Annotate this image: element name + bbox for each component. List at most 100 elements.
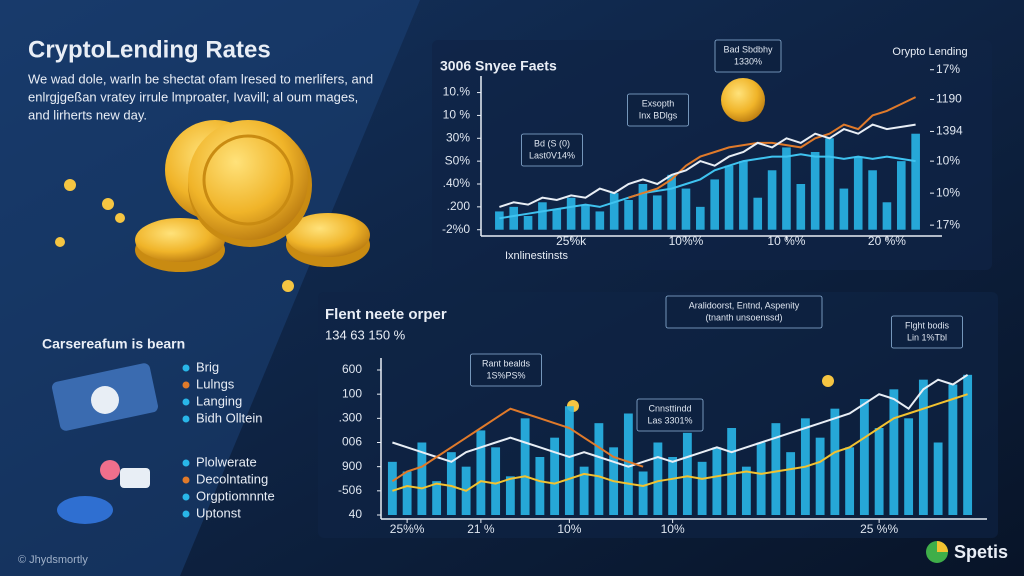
annotation-box <box>636 398 704 432</box>
list-item: Orgptiomnnte <box>196 488 275 503</box>
bar <box>509 206 519 230</box>
y-tick-label: .300 <box>339 411 363 425</box>
annotation-text: 1330% <box>734 56 762 66</box>
bar <box>387 461 397 515</box>
annotation-box <box>470 353 542 387</box>
bar <box>948 384 958 515</box>
bar <box>859 399 869 515</box>
subtitle-line: and lirherts new day. <box>28 107 147 122</box>
annotation-text: Bd (S (0) <box>534 138 570 148</box>
y-tick-label: -506 <box>338 483 362 497</box>
list-bullet <box>182 493 190 501</box>
annotation-text: Exsopth <box>642 98 675 108</box>
bar <box>624 200 633 230</box>
annotation-text: Inx BDlgs <box>639 110 678 120</box>
sidebar-heading: Carsereafum is bearn <box>42 336 185 352</box>
y2-axis-label: Orypto Lending <box>892 46 967 58</box>
bar <box>476 430 486 515</box>
bar <box>845 447 855 515</box>
y-tick-label: 100 <box>342 386 362 400</box>
bar <box>697 461 707 515</box>
list-item: Lulngs <box>196 376 235 391</box>
x-axis-label: Ixnlinestinsts <box>505 250 568 262</box>
y-tick-label: 10.% <box>443 85 471 99</box>
bar <box>963 374 973 515</box>
y2-tick-label: 17% <box>936 62 960 76</box>
list-item: Decolntating <box>196 471 268 486</box>
bar <box>581 204 590 230</box>
annotation-box <box>714 39 782 73</box>
list-bullet <box>182 459 190 467</box>
list-item: Brig <box>196 359 219 374</box>
y-tick-label: 900 <box>342 459 362 473</box>
y2-tick-label: 10% <box>936 153 960 167</box>
bar <box>753 197 763 230</box>
bar <box>739 161 748 230</box>
bar <box>911 133 920 230</box>
line-series <box>499 123 916 208</box>
subtitle-line: enlrgjgeßan vratey irrule lmproater, Iva… <box>28 89 358 104</box>
annotation-box <box>627 93 689 127</box>
bar <box>696 206 705 230</box>
bar <box>918 379 928 515</box>
annotation-text: Last0V14% <box>529 150 575 160</box>
footer-credit: © Jhydsmortly <box>18 554 88 566</box>
bar <box>782 147 791 230</box>
y-tick-label: S0% <box>445 153 471 167</box>
bar <box>904 418 914 515</box>
bar <box>446 452 456 515</box>
y-tick-label: 600 <box>342 362 362 376</box>
bar <box>523 216 533 230</box>
x-tick-label: 10 %% <box>767 234 805 248</box>
bar <box>815 437 825 515</box>
y-tick-label: -2%0 <box>442 222 470 236</box>
y-tick-label: .200 <box>447 199 471 213</box>
annotation-text: Lin 1%Tbl <box>907 332 947 342</box>
bar <box>552 209 562 230</box>
x-tick-label: 10%% <box>669 234 704 248</box>
chart-title: 3006 Snyee Faets <box>440 58 557 74</box>
line-series <box>628 96 917 199</box>
y-tick-label: 40 <box>349 507 363 521</box>
bar <box>756 442 766 515</box>
bar <box>594 423 604 515</box>
bar <box>710 179 719 230</box>
bar <box>495 211 504 230</box>
x-tick-label: 21 % <box>467 522 495 536</box>
bar <box>667 174 676 230</box>
annotation-box <box>891 315 963 349</box>
bar <box>432 481 442 515</box>
list-item: Bidh Olltein <box>196 410 262 425</box>
annotation-box <box>665 295 823 329</box>
bar <box>727 428 737 515</box>
bar <box>564 406 574 515</box>
list-bullet <box>182 510 190 518</box>
list-item: Langing <box>196 393 242 408</box>
bar <box>566 197 576 230</box>
bar <box>402 471 412 515</box>
list-item: Uptonst <box>196 505 241 520</box>
list-bullet <box>182 415 190 423</box>
line-series <box>392 393 968 492</box>
y2-tick-label: 1190 <box>936 92 962 106</box>
x-tick-label: 25 %% <box>860 522 898 536</box>
bar <box>810 152 820 230</box>
bar <box>896 161 906 230</box>
bar <box>853 156 863 230</box>
bar <box>786 452 796 515</box>
x-tick-label: 20 %% <box>868 234 906 248</box>
bar <box>535 457 545 515</box>
bar <box>520 418 530 515</box>
bar <box>595 211 605 230</box>
chart: Flent neete orper 134 63 150 % 40 -506 900 00… <box>325 295 987 536</box>
annotation-text: Flght bodis <box>905 320 950 330</box>
bar <box>839 188 849 230</box>
annotation-text: Bad Sbdbhy <box>723 44 773 54</box>
logo-icon <box>937 541 948 552</box>
bar <box>868 170 877 230</box>
annotation-text: (tnanth unsoenssd) <box>705 312 782 322</box>
line-series <box>499 153 916 220</box>
bar <box>889 389 899 515</box>
annotation-box <box>521 133 583 167</box>
bar <box>623 413 633 515</box>
